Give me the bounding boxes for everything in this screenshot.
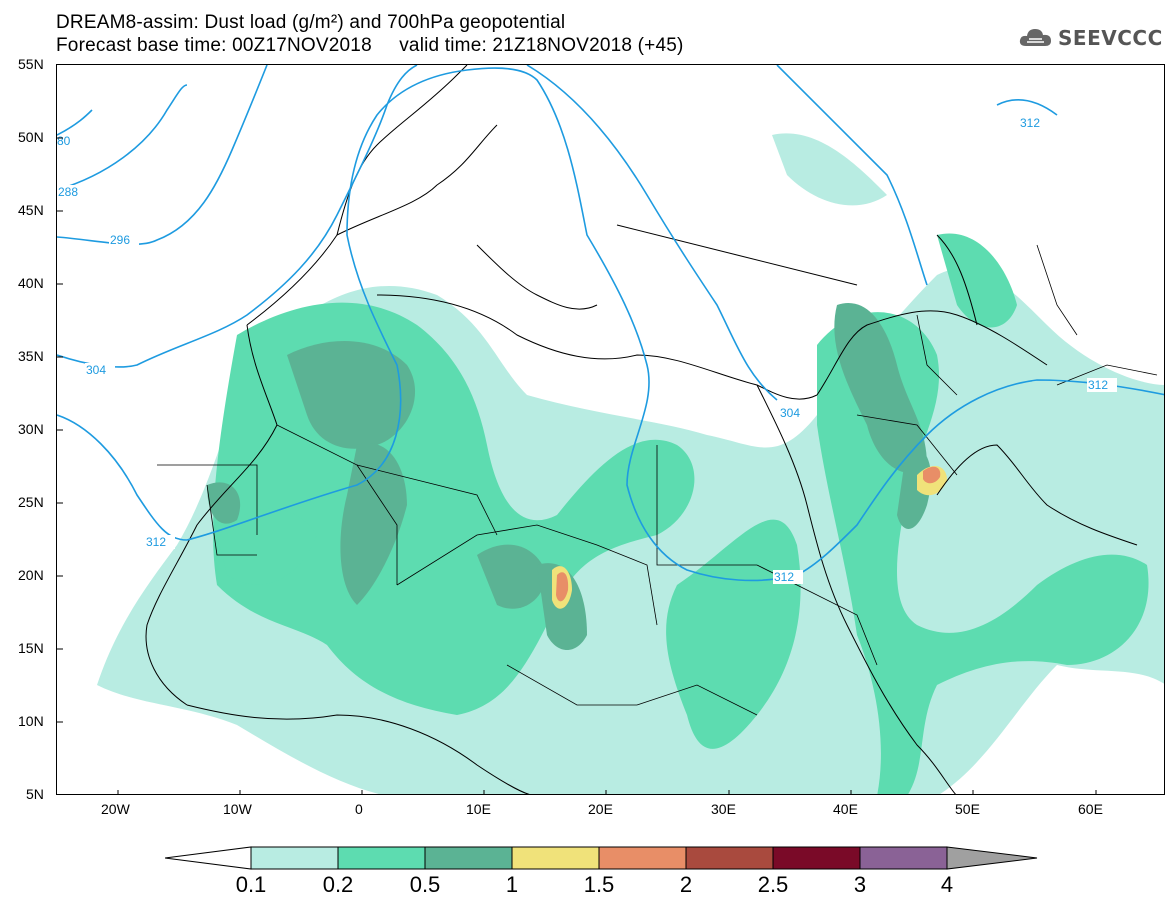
colorbar-tick-4: 4 — [940, 872, 954, 897]
colorbar-bin-3 — [424, 846, 513, 870]
lat-label-45n: 45N — [18, 202, 44, 218]
lon-label-30e: 30E — [711, 801, 736, 817]
lon-label-10e: 10E — [466, 801, 491, 817]
lat-label-50n: 50N — [18, 129, 44, 145]
colorbar-tick-2-5: 2.5 — [757, 872, 789, 897]
contour-label-296: 296 — [110, 233, 130, 247]
lat-label-10n: 10N — [18, 713, 44, 729]
lat-label-20n: 20N — [18, 567, 44, 583]
lon-label-20e: 20E — [588, 801, 613, 817]
contour-label-312b: 312 — [774, 570, 794, 584]
dust-shading-1-5 — [556, 466, 941, 602]
geopotential-contours — [57, 65, 1164, 582]
map-panel: 288 296 304 312 312 312 312 304 80 — [56, 64, 1165, 795]
logo-text: SEEVCCC — [1058, 26, 1163, 50]
colorbar-bin-2 — [337, 846, 426, 870]
lon-label-60e: 60E — [1078, 801, 1103, 817]
lat-label-55n: 55N — [18, 56, 44, 72]
colorbar-bin-1 — [250, 846, 339, 870]
contour-label-312c: 312 — [1088, 378, 1108, 392]
colorbar-tick-0-2: 0.2 — [322, 872, 354, 897]
colorbar-bin-4 — [511, 846, 600, 870]
lon-label-40e: 40E — [833, 801, 858, 817]
lon-label-50e: 50E — [955, 801, 980, 817]
colorbar-svg — [165, 846, 1038, 870]
colorbar — [165, 846, 1045, 870]
colorbar-bin-7 — [772, 846, 861, 870]
lat-label-35n: 35N — [18, 348, 44, 364]
seevccc-logo: SEEVCCC — [1018, 26, 1163, 50]
cloud-icon — [1019, 29, 1051, 46]
colorbar-tick-1: 1 — [505, 872, 519, 897]
country-borders — [157, 244, 1158, 716]
colorbar-high-triangle — [946, 846, 1038, 870]
contour-label-304b: 304 — [780, 406, 800, 420]
map-title: DREAM8-assim: Dust load (g/m²) and 700hP… — [56, 12, 566, 33]
contour-label-304a: 304 — [86, 363, 106, 377]
lat-label-30n: 30N — [18, 421, 44, 437]
lon-label-10w: 10W — [223, 801, 252, 817]
lat-label-40n: 40N — [18, 275, 44, 291]
forecast-times: Forecast base time: 00Z17NOV2018 valid t… — [56, 35, 684, 56]
colorbar-low-triangle — [165, 846, 252, 870]
dust-load-map: 288 296 304 312 312 312 312 304 80 — [57, 65, 1164, 794]
contour-label-312d: 312 — [1020, 116, 1040, 130]
grid-ticks — [57, 137, 1097, 794]
colorbar-tick-3: 3 — [853, 872, 867, 897]
contour-label-288: 288 — [58, 185, 78, 199]
colorbar-tick-0-5: 0.5 — [409, 872, 441, 897]
contour-label-partial: 80 — [57, 134, 71, 148]
colorbar-bin-8 — [859, 846, 948, 870]
lat-label-25n: 25N — [18, 494, 44, 510]
colorbar-bin-6 — [685, 846, 774, 870]
colorbar-tick-1-5: 1.5 — [583, 872, 615, 897]
dust-shading-0-5 — [207, 303, 931, 650]
contour-labels: 288 296 304 312 312 312 312 304 80 — [57, 116, 1117, 584]
colorbar-tick-2: 2 — [679, 872, 693, 897]
colorbar-tick-0-1: 0.1 — [235, 872, 267, 897]
coastlines — [145, 65, 1138, 794]
lat-label-5n: 5N — [26, 786, 44, 802]
lon-label-20w: 20W — [101, 801, 130, 817]
lat-label-15n: 15N — [18, 640, 44, 656]
colorbar-bin-5 — [598, 846, 687, 870]
lon-label-0: 0 — [355, 801, 363, 817]
contour-label-312a: 312 — [146, 535, 166, 549]
